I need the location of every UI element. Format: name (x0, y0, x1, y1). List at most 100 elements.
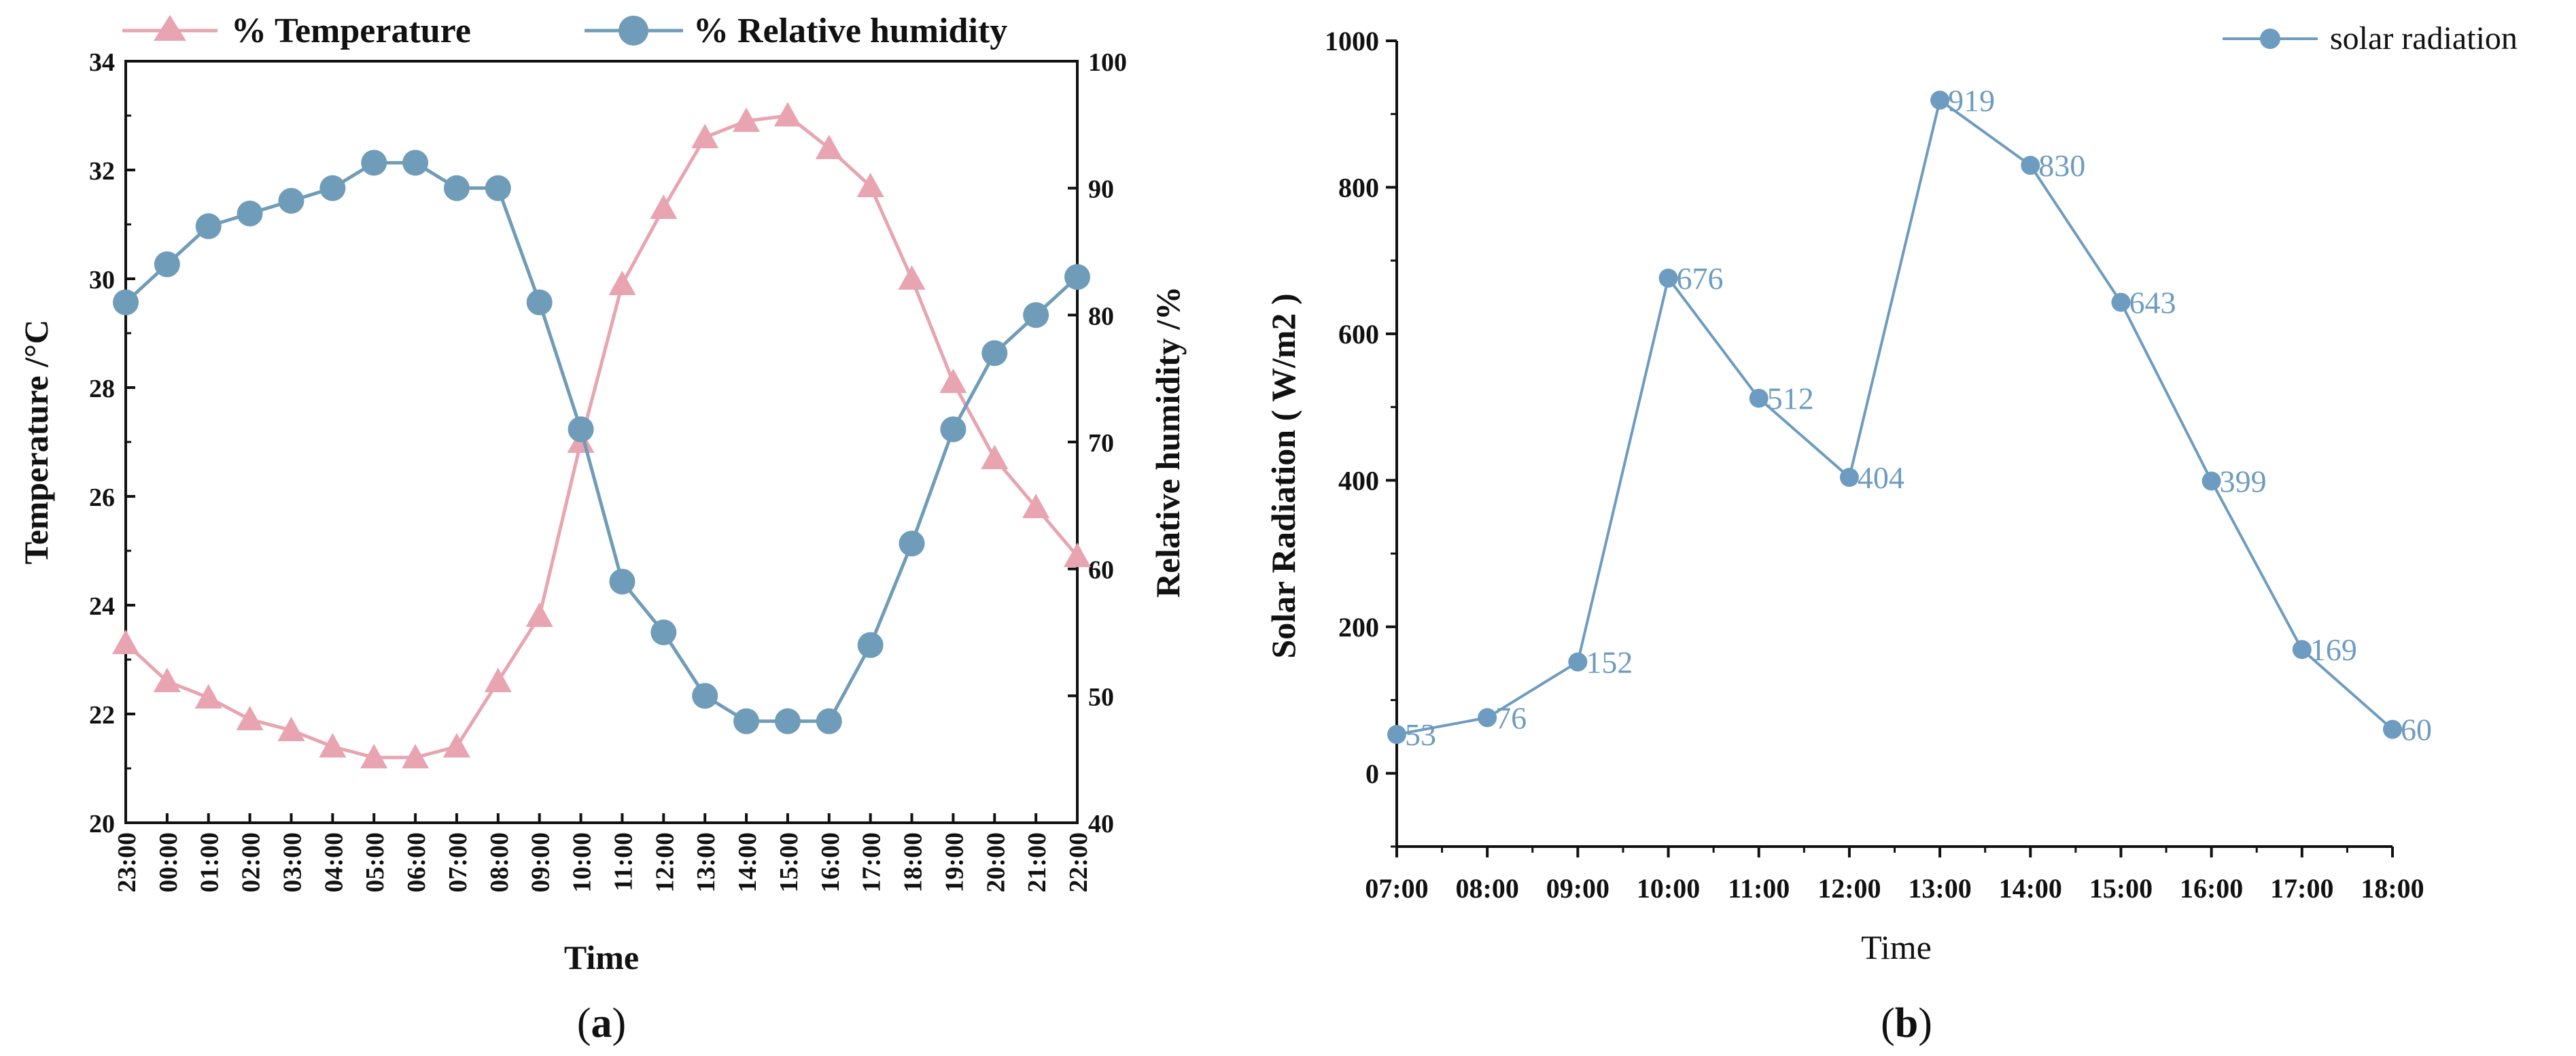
humidity-point (278, 188, 304, 214)
humidity-point (609, 568, 636, 595)
panel-b-y-axis-title: Solar Radiation ( W/m2 ) (1264, 293, 1302, 658)
humidity-point (113, 289, 139, 316)
y-tick-label: 26 (89, 483, 115, 512)
y-tick-label: 22 (89, 701, 115, 730)
solar-line (1396, 97, 2394, 736)
y2-tick-label: 80 (1088, 302, 1114, 330)
temperature-point (773, 102, 801, 126)
panel-a-y2-axis-title: Relative humidity /% (1149, 286, 1187, 598)
temperature-line (124, 114, 1079, 760)
solar-point (1749, 388, 1769, 408)
panel-a-letter: a (591, 1000, 612, 1046)
temperature-point (856, 173, 884, 197)
x-tick-label: 03:00 (278, 832, 307, 893)
panel-a-left-axis: 20 22 24 26 28 30 32 34 (89, 48, 135, 838)
humidity-point (319, 175, 346, 201)
temperature-point (525, 602, 553, 627)
humidity-point (650, 619, 677, 645)
legend-temperature-label: % Temperature (231, 12, 471, 50)
humidity-series (113, 150, 1090, 734)
solar-data-label: 76 (1495, 700, 1527, 735)
temperature-point (442, 733, 470, 757)
panel-a-plot-frame (124, 60, 1079, 824)
temperature-point (691, 124, 719, 148)
temperature-point (608, 271, 636, 295)
temperature-point (1064, 543, 1091, 567)
solar-point (2021, 156, 2040, 175)
solar-point (1930, 90, 1950, 110)
solar-data-label: 676 (1677, 261, 1724, 296)
humidity-point (568, 416, 594, 443)
solar-point (1658, 269, 1678, 288)
solar-data-label: 512 (1767, 381, 1814, 416)
humidity-point (361, 150, 387, 176)
humidity-point (1064, 264, 1090, 290)
solar-point (2292, 640, 2312, 660)
solar-point (1568, 652, 1588, 672)
panel-b-caption: (b) (1881, 1000, 1932, 1046)
humidity-point (940, 416, 967, 443)
y-tick-label: 24 (89, 592, 115, 621)
y-tick-label: 30 (89, 266, 115, 294)
x-tick-label: 23:00 (113, 832, 141, 893)
solar-point (2111, 292, 2131, 312)
y-tick-label: 1000 (1325, 26, 1379, 56)
x-tick-label: 12:00 (650, 832, 679, 893)
solar-series: 53 76 152 676 512 404 919 830 643 399 169 60 (1387, 83, 2432, 752)
panel-a-caption: (a) (577, 1000, 626, 1046)
x-tick-label: 17:00 (2270, 873, 2333, 904)
x-tick-label: 15:00 (2089, 873, 2153, 904)
panel-a-chart: % Temperature % Relative humidity 20 22 24… (17, 12, 1187, 1046)
x-tick-label: 09:00 (527, 832, 555, 893)
x-tick-label: 06:00 (402, 832, 431, 893)
y-tick-label: 800 (1338, 172, 1379, 203)
solar-point (2201, 471, 2221, 491)
humidity-point (774, 708, 801, 734)
x-tick-label: 07:00 (1365, 873, 1428, 904)
humidity-point (981, 340, 1008, 367)
temperature-point (815, 135, 843, 159)
humidity-point (237, 201, 263, 226)
x-tick-label: 04:00 (319, 832, 348, 893)
y-tick-label: 20 (89, 810, 115, 838)
x-tick-label: 16:00 (2180, 873, 2243, 904)
panel-a-right-axis: 40 50 60 70 80 90 100 (1068, 48, 1127, 838)
solar-data-label: 830 (2038, 148, 2085, 183)
solar-data-label: 399 (2220, 464, 2267, 498)
x-tick-label: 21:00 (1023, 832, 1051, 893)
x-tick-label: 19:00 (940, 832, 969, 893)
y2-tick-label: 100 (1088, 48, 1127, 77)
x-tick-label: 08:00 (485, 832, 514, 893)
legend-solar-marker (2260, 29, 2280, 49)
temperature-point (194, 684, 222, 709)
x-tick-label: 14:00 (1999, 873, 2062, 904)
temperature-point (733, 107, 761, 132)
humidity-point (733, 708, 760, 734)
panel-a-x-axis-title: Time (564, 938, 639, 976)
temperature-point (277, 717, 305, 741)
x-tick-label: 11:00 (609, 832, 638, 891)
y2-tick-label: 90 (1088, 175, 1114, 204)
y-tick-label: 34 (89, 48, 115, 77)
temperature-point (484, 668, 512, 692)
solar-point (2383, 719, 2402, 739)
solar-point (1478, 708, 1497, 728)
x-tick-label: 13:00 (692, 832, 720, 893)
humidity-point (816, 708, 842, 734)
panel-a-x-axis: 23:00 00:00 01:00 02:00 03:00 04:00 05:00 06:00… (113, 813, 1093, 893)
solar-data-label: 60 (2401, 713, 2432, 747)
x-tick-label: 02:00 (237, 832, 266, 893)
humidity-point (526, 289, 553, 316)
temperature-point (898, 265, 926, 290)
y2-tick-label: 40 (1088, 810, 1114, 838)
x-tick-label: 01:00 (196, 832, 224, 893)
humidity-point (1023, 302, 1049, 328)
humidity-point (443, 175, 470, 201)
solar-data-label: 53 (1405, 717, 1436, 752)
temperature-point (650, 194, 678, 219)
humidity-point (899, 530, 925, 557)
x-tick-label: 00:00 (154, 832, 183, 893)
x-tick-label: 18:00 (899, 832, 928, 893)
y-tick-label: 400 (1338, 465, 1379, 496)
legend-temperature-marker (154, 15, 186, 41)
